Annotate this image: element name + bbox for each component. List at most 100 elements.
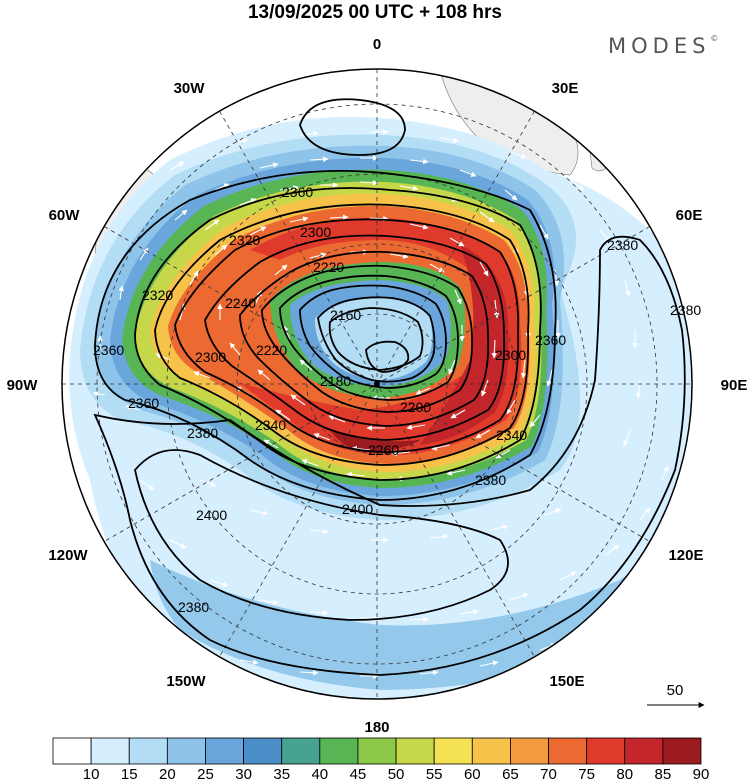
contour-label: 2180: [320, 373, 351, 389]
contour-label: 2380: [607, 237, 638, 253]
brand-text: MODES: [608, 34, 711, 58]
colorbar-swatch: [281, 737, 321, 765]
contour-label: 2380: [475, 472, 506, 488]
colorbar-tick-label: 10: [83, 766, 100, 782]
longitude-labels: 0 30E 60E 90E 120E 150E 180 150W 120W 90…: [7, 36, 748, 736]
contour-label: 2160: [330, 307, 361, 323]
contour-2380-africa: [299, 98, 406, 156]
contour-label: 2360: [93, 342, 124, 358]
wind-band-85: [420, 245, 509, 445]
colorbar-tick-label: 25: [197, 766, 214, 782]
lon-label-150w: 150W: [166, 673, 206, 690]
contour-label: 2380: [187, 425, 218, 441]
colorbar-tick-label: 35: [273, 766, 290, 782]
contour-2140: [365, 340, 410, 373]
colorbar-swatch: [624, 737, 664, 765]
colorbar-swatch: [510, 737, 549, 765]
reference-vector: 50: [647, 682, 705, 708]
contour-label: 2340: [496, 427, 527, 443]
colorbar: 10 15 20 25 30 35 40 45 50 55 60 65 70 75 80 85 90: [52, 737, 710, 782]
colorbar-swatch: [166, 737, 206, 765]
pole-marker: [374, 381, 380, 387]
map-field: [62, 69, 692, 699]
contour-label: 2400: [342, 501, 373, 517]
contour-label: 2300: [495, 347, 526, 363]
lon-label-90e: 90E: [721, 377, 748, 394]
colorbar-swatch: [243, 737, 283, 765]
colorbar-tick-label: 75: [578, 766, 595, 782]
lon-label-60w: 60W: [49, 207, 81, 224]
reference-vector-label: 50: [667, 682, 684, 699]
colorbar-swatch: [128, 737, 168, 765]
contour-2160: [328, 307, 424, 371]
lon-label-30e: 30E: [552, 80, 579, 97]
contour-label: 2320: [142, 287, 173, 303]
colorbar-tick-label: 80: [616, 766, 633, 782]
colorbar-swatch: [471, 737, 511, 765]
contour-label: 2380: [178, 599, 209, 615]
contour-label: 2360: [282, 184, 313, 200]
lon-label-30w: 30W: [174, 80, 206, 97]
lon-label-150e: 150E: [549, 673, 584, 690]
colorbar-swatch: [205, 737, 244, 765]
map-title: 13/09/2025 00 UTC + 108 hrs: [247, 2, 503, 23]
wind-speed-shading: [69, 116, 692, 699]
contour-2220: [279, 274, 459, 401]
contour-label: 2380: [670, 302, 701, 318]
wind-band-pacific: [150, 520, 670, 690]
colorbar-swatch: [433, 737, 473, 765]
contour-2300: [174, 218, 520, 453]
contour-2400: [134, 449, 509, 621]
contour-labels: 2360 2320 2300 2220 2380 2380 2320 2240 …: [93, 184, 701, 615]
contour-label: 2320: [229, 232, 260, 248]
contour-label: 2360: [535, 332, 566, 348]
lon-label-180: 180: [364, 719, 389, 736]
contour-label: 2360: [128, 395, 159, 411]
contour-2320: [154, 203, 530, 466]
colorbar-tick-label: 45: [350, 766, 367, 782]
colorbar-tick-label: 15: [121, 766, 138, 782]
contour-label: 2200: [400, 399, 431, 415]
contour-2260: [239, 250, 490, 427]
lon-label-90w: 90W: [7, 377, 39, 394]
colorbar-tick-label: 50: [388, 766, 405, 782]
colorbar-tick-label: 90: [693, 766, 710, 782]
contour-2360-outer: [94, 170, 557, 501]
copyright-mark: ©: [710, 34, 719, 43]
contour-2280: [204, 234, 506, 441]
height-contours: [93, 98, 686, 676]
colorbar-tick-label: 20: [159, 766, 176, 782]
colorbar-tick-label: 70: [540, 766, 557, 782]
colorbar-swatch: [90, 737, 130, 765]
contour-2200: [299, 284, 447, 389]
colorbar-tick-label: 30: [235, 766, 252, 782]
colorbar-tick-label: 60: [464, 766, 481, 782]
lon-label-60e: 60E: [676, 207, 703, 224]
colorbar-swatch: [586, 737, 626, 765]
contour-label: 2240: [225, 295, 256, 311]
contour-label: 2220: [313, 259, 344, 275]
colorbar-tick-label: 55: [426, 766, 443, 782]
colorbar-tick-label: 85: [655, 766, 672, 782]
lon-label-120e: 120E: [668, 547, 703, 564]
lon-label-0: 0: [373, 36, 381, 53]
contour-2240: [261, 264, 473, 413]
contour-label: 2260: [368, 442, 399, 458]
colorbar-swatch: [319, 737, 359, 765]
wind-core-calm: [314, 298, 433, 380]
contour-label: 2300: [300, 224, 331, 240]
colorbar-swatch: [662, 737, 702, 765]
colorbar-swatch: [52, 737, 92, 765]
contour-2180: [317, 296, 436, 383]
colorbar-swatch: [548, 737, 588, 765]
contour-label: 2340: [255, 417, 286, 433]
contour-2380-outer: [93, 235, 686, 676]
contour-label: 2400: [196, 507, 227, 523]
contour-label: 2300: [195, 349, 226, 365]
lon-label-120w: 120W: [48, 547, 88, 564]
colorbar-tick-label: 40: [311, 766, 328, 782]
map-boundary: [61, 68, 693, 700]
contour-label: 2220: [256, 342, 287, 358]
colorbar-tick-label: 65: [502, 766, 519, 782]
